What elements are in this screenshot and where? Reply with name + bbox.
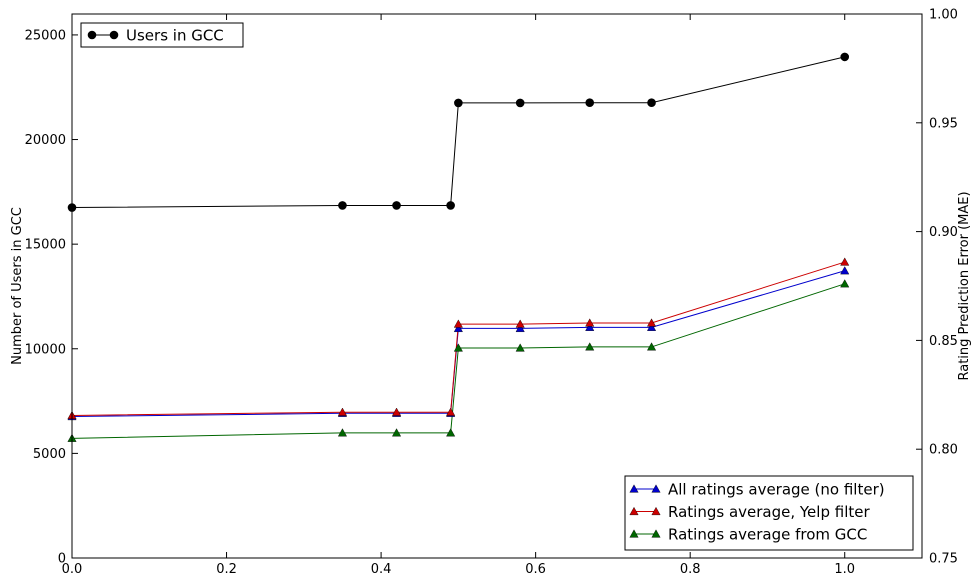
legend-marker-ratings-average-yelp-filter-a (629, 506, 639, 516)
data-point-ratings-average-from-gcc-1 (337, 428, 347, 437)
right-tick-label: 0.85 (929, 334, 958, 349)
legend-ratings-box (624, 475, 914, 551)
data-point-users-in-gcc-8 (840, 52, 850, 62)
left-tick-label: 5000 (33, 447, 66, 462)
data-point-all-ratings-average-no-filter-6 (585, 322, 595, 331)
left-axis-label: Number of Users in GCC (10, 207, 25, 365)
legend-label-all-ratings-average-no-filter: All ratings average (no filter) (668, 481, 885, 499)
right-tick-label: 0.75 (929, 552, 958, 567)
data-point-ratings-average-from-gcc-2 (392, 428, 402, 437)
x-tick-label: 1.0 (834, 562, 855, 577)
data-point-ratings-average-from-gcc-8 (840, 279, 850, 288)
plot-frame (71, 13, 923, 559)
data-point-users-in-gcc-7 (647, 98, 656, 108)
data-point-ratings-average-yelp-filter-1 (337, 407, 347, 416)
data-point-ratings-average-from-gcc-6 (585, 342, 595, 351)
left-tick-label: 0 (58, 552, 66, 567)
data-point-ratings-average-yelp-filter-5 (515, 319, 525, 328)
data-point-ratings-average-yelp-filter-8 (840, 257, 850, 266)
x-axis-ticks: 0.0 0.2 0.4 0.6 0.8 1.0 (62, 14, 855, 577)
legend-marker-all-ratings-average-no-filter-b (651, 484, 661, 493)
data-point-ratings-average-yelp-filter-3 (446, 407, 456, 416)
data-point-all-ratings-average-no-filter-5 (515, 323, 525, 332)
x-tick-label: 0.0 (62, 562, 83, 577)
data-point-all-ratings-average-no-filter-7 (647, 322, 657, 331)
right-axis-ticks: 0.75 0.80 0.85 0.90 0.95 1.00 (916, 8, 958, 567)
data-point-all-ratings-average-no-filter-8 (840, 266, 850, 275)
data-point-ratings-average-from-gcc-7 (647, 342, 657, 351)
x-tick-label: 0.6 (525, 562, 546, 577)
data-point-ratings-average-from-gcc-4 (453, 343, 463, 352)
x-tick-label: 0.4 (371, 562, 392, 577)
x-tick-label: 0.2 (216, 562, 237, 577)
data-point-users-in-gcc-5 (515, 98, 525, 108)
left-tick-label: 10000 (25, 342, 66, 357)
left-tick-label: 20000 (25, 133, 66, 148)
right-axis-label: Rating Prediction Error (MAE) (957, 191, 972, 380)
series-markers (67, 52, 850, 442)
right-tick-label: 0.80 (929, 443, 958, 458)
right-tick-label: 0.90 (929, 225, 958, 240)
data-point-ratings-average-from-gcc-5 (515, 343, 525, 352)
right-tick-label: 1.00 (929, 8, 958, 23)
data-point-users-in-gcc-1 (338, 201, 347, 210)
legend-marker-users-in-gcc-b (109, 30, 119, 40)
data-point-ratings-average-yelp-filter-6 (585, 318, 595, 327)
legend-marker-ratings-average-yelp-filter-b (651, 506, 661, 516)
data-point-ratings-average-yelp-filter-4 (453, 319, 463, 328)
legend-label-ratings-average-from-gcc: Ratings average from GCC (668, 526, 867, 544)
x-tick-label: 0.8 (680, 562, 701, 577)
legend-label-ratings-average-yelp-filter: Ratings average, Yelp filter (668, 503, 870, 521)
left-tick-label: 25000 (25, 28, 66, 43)
plot-area (72, 14, 922, 558)
data-point-ratings-average-yelp-filter-2 (392, 407, 402, 416)
data-point-users-in-gcc-2 (392, 201, 401, 210)
data-point-users-in-gcc-6 (585, 98, 595, 108)
left-axis-ticks: 0 5000 10000 15000 20000 25000 (25, 28, 78, 567)
legend-label-users-in-gcc: Users in GCC (126, 27, 224, 45)
legend-marker-all-ratings-average-no-filter-a (629, 484, 639, 493)
legend-marker-ratings-average-from-gcc-b (651, 529, 661, 538)
legend-marker-users-in-gcc-a (87, 30, 97, 40)
legend-users: Users in GCC (80, 22, 244, 48)
data-point-ratings-average-from-gcc-3 (446, 428, 456, 437)
left-tick-label: 15000 (25, 238, 66, 253)
legend-ratings: All ratings average (no filter) Ratings a… (624, 475, 914, 551)
data-point-ratings-average-yelp-filter-7 (647, 318, 657, 327)
data-point-all-ratings-average-no-filter-4 (453, 323, 463, 332)
legend-marker-ratings-average-from-gcc-a (629, 529, 639, 538)
data-point-users-in-gcc-4 (454, 98, 463, 108)
data-point-users-in-gcc-3 (446, 201, 455, 210)
right-tick-label: 0.95 (929, 116, 958, 131)
